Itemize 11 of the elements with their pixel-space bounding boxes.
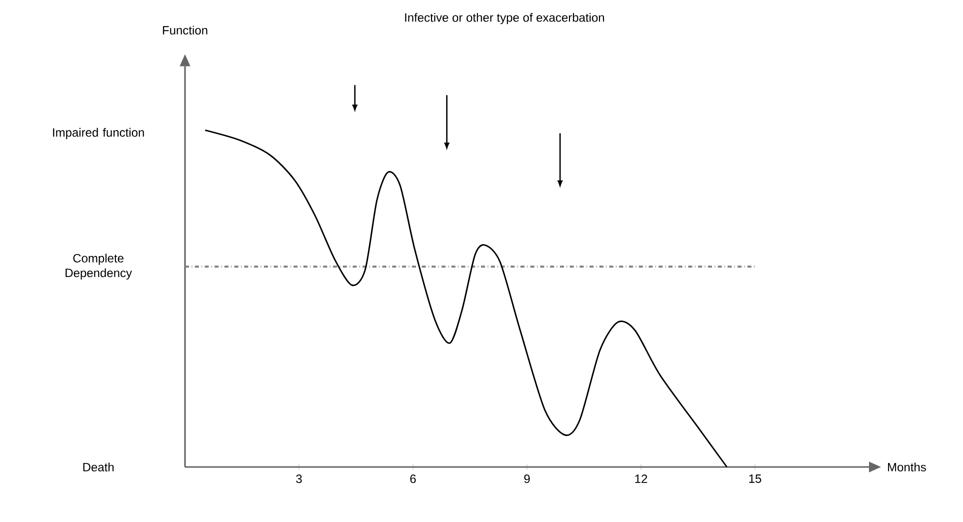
x-tick-label: 12 <box>635 474 648 483</box>
text: Function <box>162 26 208 35</box>
x-tick-label: 9 <box>524 474 530 484</box>
x-tick-label: 15 <box>749 474 762 483</box>
x-tick-label: 6 <box>410 474 416 484</box>
x-axis-title: Months <box>888 462 926 472</box>
x-tick-label: 3 <box>296 474 302 484</box>
text: Impaired function <box>53 128 144 140</box>
text: Death <box>83 462 114 472</box>
chart-title: Infective or other type of exacerbation <box>405 12 604 24</box>
text: Complete Dependency <box>66 254 132 280</box>
